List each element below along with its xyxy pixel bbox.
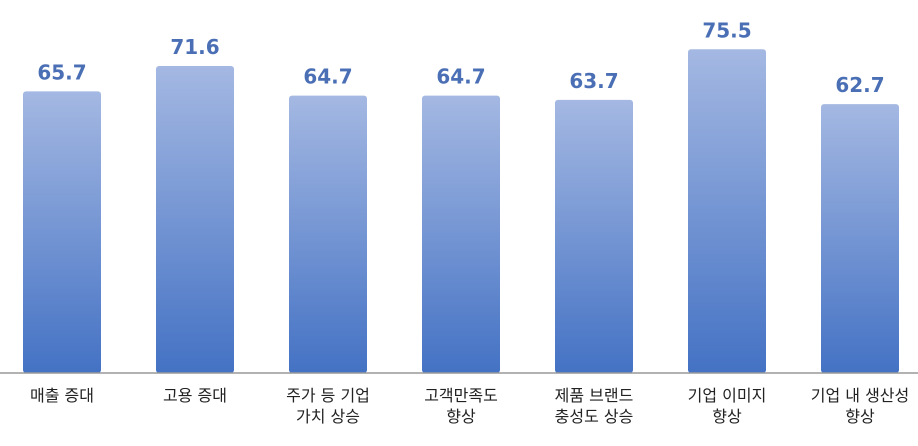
bar: [289, 95, 367, 374]
value-label: 63.7: [569, 69, 618, 93]
value-label: 64.7: [436, 65, 485, 89]
bar: [821, 104, 899, 373]
x-tick-label: 기업 이미지 향상: [687, 386, 767, 426]
x-tick-label: 기업 내 생산성 향상: [810, 386, 910, 426]
bar: [23, 91, 101, 374]
x-tick-label: 고객만족도 향상: [424, 386, 498, 426]
x-tick-label: 주가 등 기업 가치 상승: [286, 386, 370, 426]
x-tick-label: 고용 증대: [163, 386, 227, 405]
value-label: 62.7: [835, 73, 884, 97]
value-label: 64.7: [303, 65, 352, 89]
value-label: 65.7: [37, 60, 86, 84]
value-label: 71.6: [170, 35, 219, 59]
value-label: 75.5: [702, 18, 751, 42]
x-tick-label: 매출 증대: [30, 386, 94, 405]
bar: [422, 95, 500, 374]
bar: [688, 49, 766, 373]
bar: [156, 66, 234, 374]
x-tick-label: 제품 브랜드 충성도 상승: [554, 386, 634, 426]
bar: [555, 99, 633, 374]
